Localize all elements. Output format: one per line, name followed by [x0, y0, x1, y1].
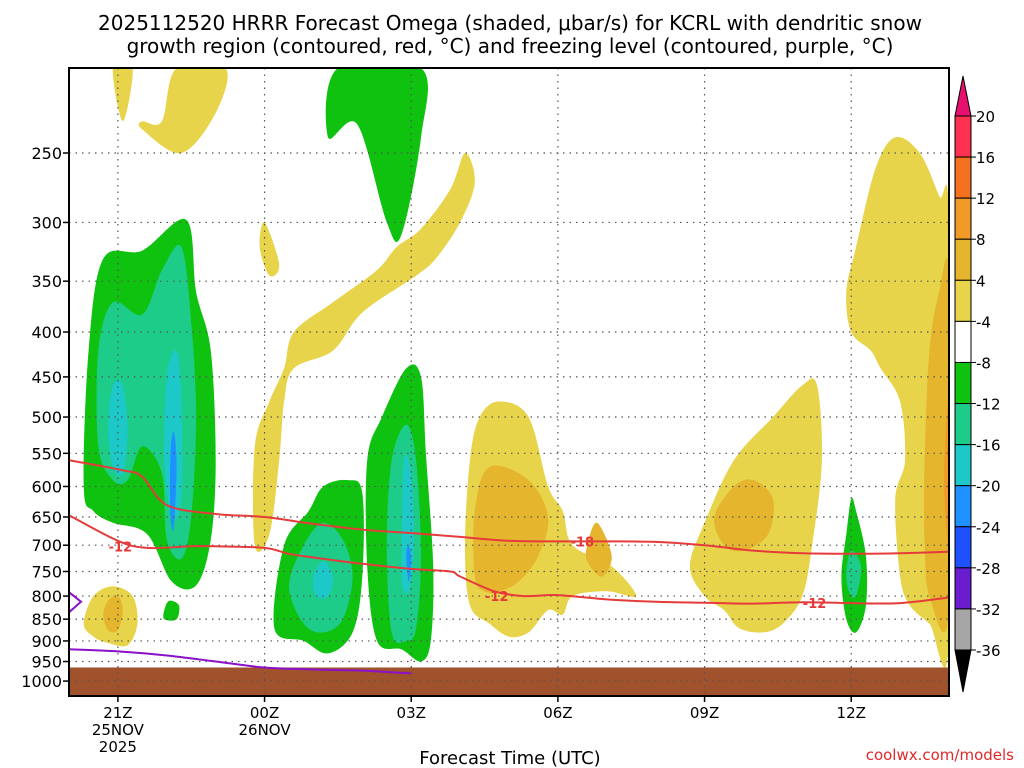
colorbar-swatch-6 — [954, 361, 972, 405]
ytick-label-1000: 1000 — [21, 672, 62, 691]
colorbar-label-2: 12 — [976, 190, 995, 208]
xtick-label-09Z-1: 09Z — [690, 704, 719, 722]
omega-region-down-o-h — [923, 258, 949, 633]
colorbar-swatch-10 — [954, 526, 972, 569]
ytick-label-300: 300 — [31, 213, 62, 232]
omega-region-down-y-d — [252, 152, 475, 552]
colorbar-swatch-5 — [954, 320, 972, 363]
contour-0-c-freezing-level — [69, 648, 412, 675]
xtick-label-21Z-3: 2025 — [99, 738, 137, 756]
colorbar-swatch-4 — [954, 279, 972, 322]
xtick-label-00Z-1: 00Z — [250, 704, 279, 722]
ytick-label-350: 350 — [31, 272, 62, 291]
omega-region-down-y-a — [112, 68, 133, 122]
ground-layer — [69, 667, 949, 696]
plot-frame — [68, 67, 950, 697]
colorbar-label-1: 16 — [976, 149, 995, 167]
colorbar-label-9: -20 — [976, 478, 1001, 496]
omega-region-down-o-f2 — [585, 522, 612, 577]
below-ground-fill — [69, 667, 949, 696]
ytick-label-900: 900 — [31, 632, 62, 651]
omega-region-up-cyan-a — [108, 379, 128, 477]
colorbar-label-5: -4 — [976, 313, 991, 331]
x-axis-title: Forecast Time (UTC) — [419, 748, 600, 768]
ytick-label-800: 800 — [31, 587, 62, 606]
xtick-label-12Z-1: 12Z — [837, 704, 866, 722]
colorbar-swatch-9 — [954, 485, 972, 528]
omega-region-up-teal-f — [846, 550, 862, 598]
contour--12-c — [69, 514, 949, 605]
colorbar-swatch-0 — [954, 115, 972, 158]
contour-label-2: -12 — [485, 590, 509, 605]
credit-text: coolwx.com/models — [866, 746, 1014, 764]
omega-region-down-y-b — [138, 68, 228, 154]
contour-labels: -12 -18 -12 -12 — [109, 535, 827, 612]
colorbar-label-0: 20 — [976, 108, 995, 126]
colorbar-swatch-8 — [954, 444, 972, 487]
colorbar-swatch-1 — [954, 156, 972, 199]
xtick-label-21Z-1: 21Z — [103, 704, 132, 722]
ytick-label-400: 400 — [31, 323, 62, 342]
omega-region-down-y-c — [259, 222, 280, 277]
xtick-label-03Z-1: 03Z — [397, 704, 426, 722]
ytick-label-650: 650 — [31, 508, 62, 527]
xtick-label-06Z-1: 06Z — [543, 704, 572, 722]
omega-shading — [83, 68, 949, 668]
ytick-label-950: 950 — [31, 653, 62, 672]
colorbar: 20 16 12 8 4 -4 -8 -12 -16 -20 -24 -28 -32 -36 — [954, 75, 1001, 693]
colorbar-swatch-2 — [954, 197, 972, 240]
omega-region-up-green-c — [163, 600, 180, 621]
colorbar-label-7: -12 — [976, 396, 1001, 414]
colorbar-top-arrow — [954, 75, 972, 117]
ytick-label-450: 450 — [31, 368, 62, 387]
contour-label-1: -18 — [571, 535, 595, 550]
omega-region-down-y-h — [846, 136, 949, 668]
colorbar-label-3: 8 — [976, 231, 986, 249]
colorbar-label-13: -36 — [976, 642, 1001, 660]
colorbar-label-6: -8 — [976, 354, 991, 372]
contour-label-3: -12 — [803, 597, 827, 612]
freezing-level-edge-mark — [69, 591, 83, 614]
xtick-label-21Z-2: 25NOV — [92, 721, 145, 739]
y-axis-ticks: 250 300 350 400 450 500 550 600 650 700 750 800 850 9… — [21, 144, 69, 691]
colorbar-label-10: -24 — [976, 519, 1001, 537]
omega-region-down-o-f — [473, 465, 549, 593]
colorbar-swatch-7 — [954, 403, 972, 446]
omega-region-up-blue-e — [406, 545, 412, 582]
ytick-label-750: 750 — [31, 562, 62, 581]
grid-lines — [69, 68, 949, 696]
contour-label-0: -12 — [109, 540, 133, 555]
omega-region-up-cyan-d — [312, 561, 334, 599]
colorbar-label-8: -16 — [976, 437, 1001, 455]
colorbar-bottom-arrow — [954, 649, 972, 693]
plot-area: -12 -18 -12 -12 — [69, 68, 949, 696]
omega-region-up-blue-a — [169, 431, 177, 531]
colorbar-swatch-11 — [954, 567, 972, 610]
ytick-label-250: 250 — [31, 144, 62, 163]
contour-lines — [69, 459, 949, 675]
colorbar-swatch-3 — [954, 238, 972, 281]
xtick-label-00Z-2: 26NOV — [238, 721, 291, 739]
colorbar-label-11: -28 — [976, 560, 1001, 578]
colorbar-label-4: 4 — [976, 272, 986, 290]
colorbar-label-12: -32 — [976, 601, 1001, 619]
ytick-label-500: 500 — [31, 408, 62, 427]
contour--18-c — [69, 459, 949, 555]
omega-region-down-d-h — [944, 392, 949, 548]
omega-region-down-o-e — [103, 595, 123, 633]
omega-region-down-o-g — [714, 479, 774, 552]
chart-title-line1: 2025112520 HRRR Forecast Omega (shaded, … — [98, 11, 922, 35]
ytick-label-850: 850 — [31, 610, 62, 629]
colorbar-swatch-12 — [954, 608, 972, 651]
omega-region-up-green-b — [325, 68, 428, 243]
ytick-label-550: 550 — [31, 444, 62, 463]
ytick-label-600: 600 — [31, 477, 62, 496]
ytick-label-700: 700 — [31, 536, 62, 555]
chart-title-line2: growth region (contoured, red, °C) and f… — [127, 34, 894, 58]
